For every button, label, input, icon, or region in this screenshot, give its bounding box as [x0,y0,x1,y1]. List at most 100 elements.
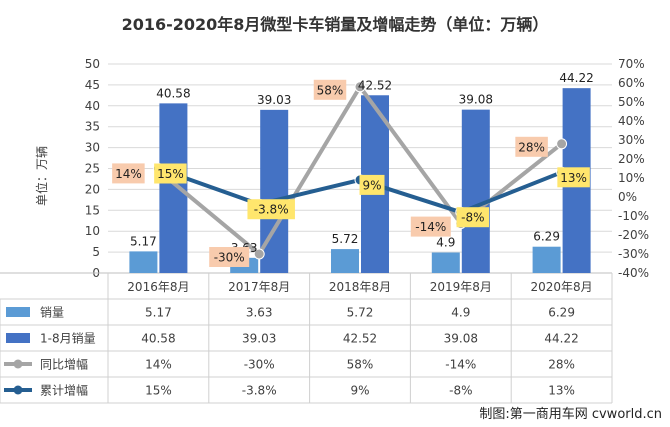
y-tick-label: 30 [85,141,100,155]
table-cell: 42.52 [343,332,377,346]
y-tick-label: 50 [85,57,100,71]
y-tick-label: 15 [85,203,100,217]
point-yoy [253,248,265,260]
table-cell: 5.17 [145,306,172,320]
bar-cumulative [159,103,188,273]
table-cell: -30% [244,358,275,372]
table-cell: -3.8% [242,384,277,398]
chart-title: 2016-2020年8月微型卡车销量及增幅走势（单位：万辆） [122,15,549,34]
category-label: 2019年8月 [430,280,492,294]
y2-tick-label: 10% [618,171,645,185]
cumulative-data-label-box [456,207,490,228]
y2-tick-label: 50% [618,95,645,109]
credit-text: 制图:第一商用车网 cvworld.cn [479,406,662,422]
bar-data-label: 4.9 [436,236,455,250]
table-cell: 28% [548,358,575,372]
line-series [152,81,568,260]
bar-data-label: 6.29 [533,230,560,244]
table-cell: 6.29 [548,306,575,320]
yoy-data-label-box [313,79,347,100]
bar-data-label: 5.17 [130,234,157,248]
y2-tick-label: -30% [618,247,649,261]
y-tick-label: 35 [85,120,100,134]
y2-tick-label: -20% [618,228,649,242]
y-tick-label: 25 [85,162,100,176]
table-cell: 5.72 [347,306,374,320]
y-tick-label: 5 [92,245,100,259]
y2-tick-label: 60% [618,76,645,90]
point-yoy [556,138,568,150]
yoy-data-label: -14% [415,220,446,234]
table-cell: 58% [347,358,374,372]
table-cell: 14% [145,358,172,372]
y-tick-label: 20 [85,182,100,196]
bar-monthly [331,249,359,273]
table-cell: -8% [449,384,472,398]
cumulative-data-label: 9% [362,178,381,192]
y2-tick-label: 0% [618,190,637,204]
bar-monthly [532,246,561,273]
table-cell: 40.58 [141,332,175,346]
yoy-data-label-box [410,216,451,237]
data-table-grid [0,272,613,404]
table-cell: 15% [145,384,172,398]
legend-key-monthly [6,307,30,317]
y-tick-label: 10 [85,224,100,238]
y2-tick-label: 70% [618,57,645,71]
yoy-data-label: -30% [214,251,245,265]
cumulative-data-label: -3.8% [254,203,289,217]
y2-tick-label: -10% [618,209,649,223]
table-cell: 44.22 [544,332,578,346]
category-label: 2016年8月 [127,280,189,294]
bar-series [129,88,591,273]
legend-key-marker [13,359,23,369]
point-yoy [354,81,366,93]
right-axis-ticks: -40% -30% -20% -10% 0% 10% 20% 30% 40% 50% 60% 70% [618,57,649,280]
yoy-data-label: 58% [317,83,344,97]
table-cell: 4.9 [451,306,470,320]
y2-tick-label: 40% [618,114,645,128]
table-cell: 9% [350,384,369,398]
cumulative-data-label-box [359,174,385,195]
legend-series-name: 销量 [40,306,64,320]
bar-data-label: 44.22 [559,71,593,85]
y-tick-label: 45 [85,78,100,92]
cumulative-data-label: 15% [157,167,184,181]
bar-cumulative [461,109,490,273]
bar-monthly [129,251,158,273]
y2-tick-label: 30% [618,133,645,147]
legend-key-cumulative [6,333,30,343]
bar-data-label: 5.72 [332,232,359,246]
bar-data-label: 39.08 [459,93,493,107]
legend-key-marker [13,385,23,395]
y-axis-title: 单位：万辆 [34,146,49,206]
bar-data-label: 39.03 [257,93,291,107]
data-labels: 5.173.635.724.96.2940.5839.0342.5239.084… [112,71,594,267]
yoy-data-label: 14% [115,167,142,181]
y2-tick-label: 20% [618,152,645,166]
legend-series-name: 1-8月销量 [40,332,96,346]
yoy-data-label-box [515,136,548,157]
bar-data-label: 40.58 [156,86,190,100]
cumulative-data-label-box [247,199,295,220]
table-cell: -14% [445,358,476,372]
table-cell: 13% [548,384,575,398]
cumulative-data-label: 13% [560,171,587,185]
cumulative-data-label-box [557,167,590,188]
yoy-data-label-box [112,163,145,184]
legend-series-name: 累计增幅 [40,383,88,398]
cumulative-data-label: -8% [461,211,484,225]
bar-data-label: 42.52 [358,78,392,92]
legend-series-name: 同比增幅 [40,357,88,372]
bar-monthly [431,252,460,273]
table-cell: 39.03 [242,332,276,346]
y-tick-label: 40 [85,99,100,113]
cumulative-data-label-box [154,163,187,184]
yoy-data-label-box [209,247,250,267]
table-cell: 3.63 [246,306,273,320]
category-label: 2018年8月 [329,280,391,294]
line-yoy [157,84,563,256]
